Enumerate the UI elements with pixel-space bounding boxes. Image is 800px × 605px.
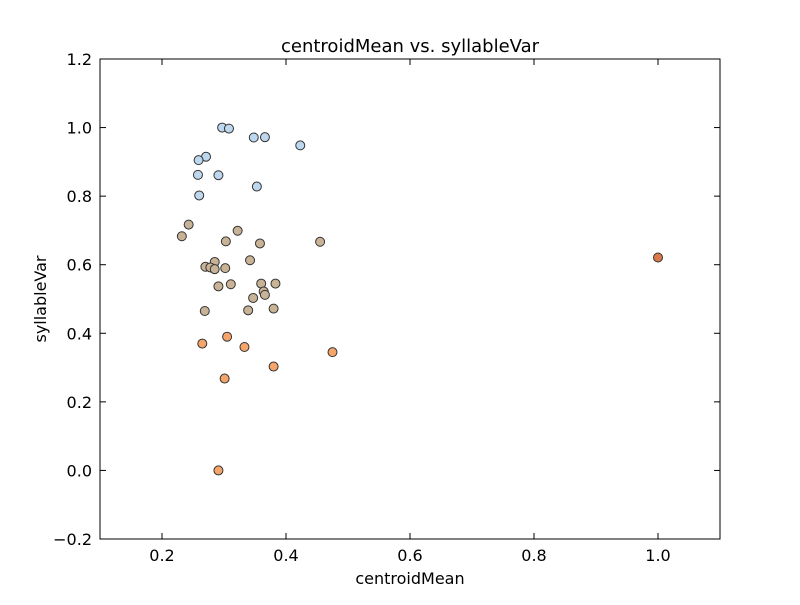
scatter-point (239, 342, 250, 352)
scatter-point (219, 373, 230, 384)
scatter-point (192, 169, 203, 180)
x-tick-label: 0.4 (273, 546, 298, 565)
scatter-point (194, 190, 205, 201)
y-tick-label: 0.4 (67, 324, 92, 343)
scatter-point (213, 170, 224, 181)
scatter-point (209, 264, 220, 275)
y-tick-label: 0.0 (67, 461, 92, 480)
scatter-point (225, 279, 236, 290)
scatter-point (270, 278, 281, 289)
scatter-point (220, 263, 231, 274)
scatter-point (254, 238, 265, 249)
scatter-point (268, 303, 279, 314)
x-tick-label: 0.6 (397, 546, 422, 565)
scatter-point (222, 331, 233, 342)
scatter-point (232, 225, 243, 236)
scatter-point (197, 338, 208, 349)
y-axis-label: syllableVar (31, 255, 50, 342)
scatter-point (268, 361, 279, 372)
y-tick-label: 0.6 (67, 256, 92, 275)
scatter-point (193, 155, 204, 166)
scatter-point (220, 236, 231, 247)
x-tick-label: 0.8 (521, 546, 546, 565)
scatter-point (243, 305, 254, 316)
y-tick-label: 1.2 (67, 50, 92, 69)
scatter-point (248, 132, 259, 143)
y-tick-label: 0.2 (67, 393, 92, 412)
y-tick-label: 0.8 (67, 187, 92, 206)
scatter-point (183, 219, 194, 230)
axes-frame (99, 58, 721, 540)
chart-title: centroidMean vs. syllableVar (281, 36, 540, 57)
scatter-point (245, 255, 256, 266)
scatter-point (653, 252, 663, 263)
scatter-point (327, 347, 338, 358)
scatter-point (176, 231, 187, 242)
x-tick-label: 1.0 (645, 546, 670, 565)
x-axis-label: centroidMean (355, 569, 464, 588)
scatter-point (295, 140, 306, 151)
scatter-point (259, 132, 270, 143)
axis-ticks: 0.2 0.4 0.6 0.8 1.0 −0.2 0.0 0.2 0.4 0.6 0.8 1.0 1.2 (53, 50, 720, 565)
scatter-point (213, 465, 224, 476)
scatter-point (213, 281, 224, 292)
y-tick-label: 1.0 (67, 119, 92, 138)
x-tick-label: 0.2 (149, 546, 174, 565)
scatter-point (251, 181, 262, 192)
scatter-point (223, 123, 234, 134)
scatter-point (315, 236, 326, 247)
scatter-point (259, 289, 270, 300)
scatter-point (248, 292, 259, 303)
y-tick-label: −0.2 (53, 530, 92, 549)
scatter-point (199, 306, 210, 316)
plot-area (176, 122, 663, 476)
